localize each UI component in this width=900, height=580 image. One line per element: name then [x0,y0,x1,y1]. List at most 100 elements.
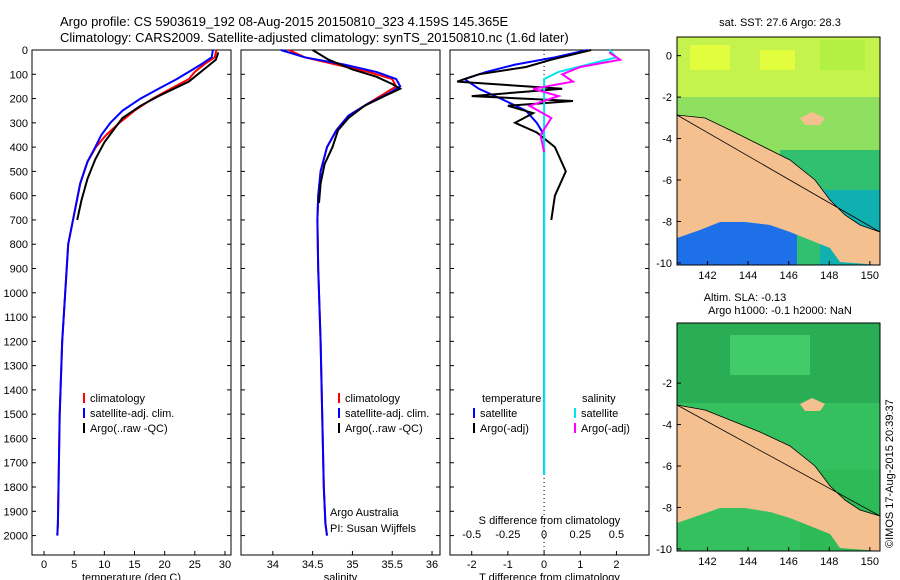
temperature-panel [31,49,232,556]
x-tick-label: 0 [541,559,547,571]
legend-label: Argo(..raw -QC) [345,423,423,435]
legend-title: temperature [482,393,541,405]
x-axis-label: salinity [324,572,358,580]
map-y-tick-label: -6 [662,175,672,187]
y-tick-label: 1800 [4,482,28,494]
x-tick-label: 20 [159,559,171,571]
map-x-tick-label: 148 [820,556,838,568]
legend-label: Argo(..raw -QC) [90,423,168,435]
legend-label: climatology [345,393,401,405]
legend-label: Argo(-adj) [581,423,630,435]
x-tick-label: 36 [426,559,438,571]
map-y-tick-label: -2 [662,378,672,390]
legend-label: satellite [581,408,618,420]
temperature-chart: 0100200300400500600700800900100011001200… [4,45,232,580]
top-tick-label: 0.5 [609,529,624,541]
sla-map-title-2: Argo h1000: -0.1 h2000: NaN [708,305,852,317]
credit-pi: PI: Susan Wijffels [330,523,416,535]
y-tick-label: 1700 [4,458,28,470]
map-x-tick-label: 144 [739,270,757,282]
x-axis-label: temperature (deg C) [82,572,181,580]
land-mass [677,405,880,551]
map-x-tick-label: 146 [779,270,797,282]
top-axis-label: S difference from climatology [479,515,621,527]
map-y-tick-label: -10 [656,258,672,270]
y-tick-label: 300 [10,118,28,130]
top-tick-label: 0 [541,529,547,541]
x-axis-label: T difference from climatology [479,572,620,580]
y-tick-label: 1200 [4,336,28,348]
legend-label: Argo(-adj) [480,423,529,435]
x-tick-label: 0 [41,559,47,571]
map-x-tick-label: 146 [779,556,797,568]
series-line [76,52,220,221]
y-tick-label: 1500 [4,409,28,421]
x-tick-label: 15 [128,559,140,571]
map-x-tick-label: 148 [820,270,838,282]
copyright-text: ©IMOS 17-Aug-2015 20:39:37 [884,399,896,548]
top-tick-label: -0.5 [462,529,481,541]
y-tick-label: 700 [10,215,28,227]
map-y-tick-label: -8 [662,216,672,228]
series-line [56,49,214,536]
x-tick-label: -2 [467,559,477,571]
x-tick-label: 1 [577,559,583,571]
y-tick-label: 2000 [4,531,28,543]
top-tick-label: -0.25 [495,529,520,541]
x-tick-label: 5 [71,559,77,571]
sla-map [677,323,880,551]
series-line [543,49,619,475]
map-x-tick-label: 144 [739,556,757,568]
legend-label: satellite-adj. clim. [345,408,429,420]
x-tick-label: 25 [189,559,201,571]
difference-chart: -2 -1 0 1 2T difference from climatology S di… [450,49,649,580]
y-tick-label: 0 [22,45,28,57]
x-tick-label: 10 [98,559,110,571]
series-line [312,49,403,204]
y-tick-label: 400 [10,142,28,154]
map-y-tick-label: -4 [662,420,672,432]
y-tick-label: 1900 [4,506,28,518]
salinity-panel [240,49,441,556]
map-y-tick-label: -6 [662,461,672,473]
legend-title: salinity [582,393,616,405]
y-tick-label: 1300 [4,361,28,373]
sst-map [677,37,880,265]
sst-map-frame [676,36,881,266]
series-line [527,51,623,153]
map-y-tick-label: -2 [662,92,672,104]
y-tick-label: 200 [10,94,28,106]
y-tick-label: 600 [10,191,28,203]
map-y-tick-label: 0 [666,51,672,63]
map-x-tick-label: 150 [861,270,879,282]
sla-map-frame [676,322,881,552]
series-line [280,49,402,536]
x-tick-label: 30 [219,559,231,571]
sla-map-title-1: Altim. SLA: -0.13 [704,292,787,304]
y-tick-label: 1400 [4,385,28,397]
difference-panel [449,49,650,556]
y-tick-label: 1000 [4,288,28,300]
map-x-tick-label: 142 [698,270,716,282]
credit-org: Argo Australia [330,507,399,519]
y-tick-label: 1600 [4,433,28,445]
legend-label: climatology [90,393,146,405]
x-tick-label: 34.5 [302,559,323,571]
series-line [456,49,592,221]
x-tick-label: 35 [346,559,358,571]
profile-header-line2: Climatology: CARS2009. Satellite-adjuste… [60,30,569,45]
y-tick-label: 100 [10,69,28,81]
x-tick-label: 2 [613,559,619,571]
y-tick-label: 900 [10,264,28,276]
x-tick-label: 34 [267,559,279,571]
y-tick-label: 500 [10,166,28,178]
map-y-tick-label: -4 [662,134,672,146]
salinity-chart: 34 34.5 35 35.5 36 salinity climatology satelli… [241,49,440,580]
x-tick-label: -1 [503,559,513,571]
y-tick-label: 800 [10,239,28,251]
series-line [56,49,218,536]
map-y-tick-label: -10 [656,544,672,556]
legend-label: satellite [480,408,517,420]
sst-map-title: sat. SST: 27.6 Argo: 28.3 [719,17,841,29]
map-x-tick-label: 150 [861,556,879,568]
